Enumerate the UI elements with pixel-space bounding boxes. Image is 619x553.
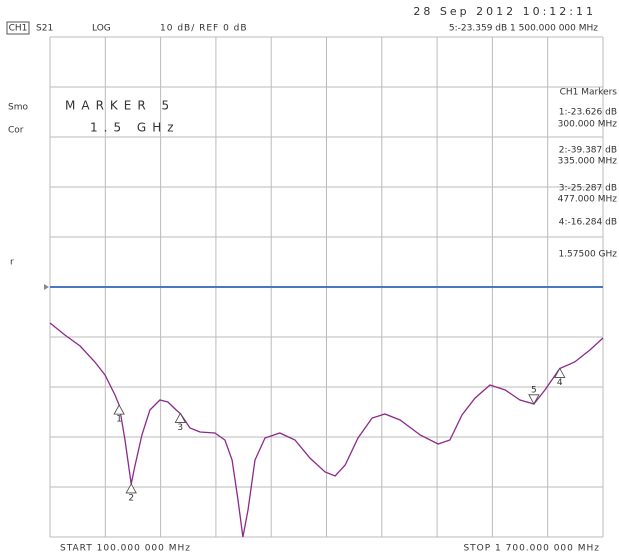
- side-label: Smo: [8, 103, 28, 113]
- marker-label: 1: [116, 415, 122, 425]
- marker-label: 2: [128, 493, 134, 503]
- plot: 1 2 3 4 5: [44, 36, 604, 538]
- start-label: START 100.000 000 MHz: [60, 544, 191, 553]
- marker-entry-freq: 335.000 MHz: [558, 157, 618, 167]
- channel-box: [6, 21, 30, 35]
- marker-label: 4: [557, 378, 563, 388]
- marker: [174, 412, 186, 423]
- marker-entry-value: 3:-25.287 dB: [559, 184, 617, 194]
- marker-label: 3: [177, 423, 183, 433]
- marker-entry-value: 2:-39.387 dB: [559, 146, 617, 156]
- marker: [125, 483, 137, 494]
- marker-entry-value: 1:-23.626 dB: [559, 108, 617, 118]
- marker-table-title: CH1 Markers: [560, 88, 618, 98]
- marker-box-value: 1.5 GHz: [90, 121, 180, 135]
- param: S21: [36, 24, 53, 34]
- marker-entry-freq: 1.57500 GHz: [558, 250, 617, 260]
- marker: [528, 394, 540, 405]
- stop-label: STOP 1 700.000 000 MHz: [463, 544, 600, 553]
- format: LOG: [92, 24, 111, 34]
- marker-box-title: MARKER 5: [65, 99, 175, 113]
- side-label: Cor: [8, 126, 24, 136]
- side-label: r: [10, 258, 14, 268]
- marker-entry-freq: 300.000 MHz: [558, 120, 618, 130]
- marker-label: 5: [531, 385, 537, 395]
- date: 28 Sep 2012 10:12:11: [413, 5, 596, 18]
- marker-entry-freq: 477.000 MHz: [558, 195, 618, 205]
- scale: 10 dB/ REF 0 dB: [160, 24, 248, 34]
- marker: [554, 367, 566, 378]
- trace: [49, 322, 604, 538]
- marker: [113, 404, 125, 415]
- channel: CH1: [9, 24, 28, 34]
- reference-arrow: [44, 284, 49, 290]
- overlay: MARKER 5 1.5 GHz CH1 Markers 1:-23.626 d…: [65, 88, 617, 260]
- marker-entry-value: 4:-16.284 dB: [559, 218, 617, 228]
- active-marker: 5:-23.359 dB 1 500.000 000 MHz: [449, 24, 598, 34]
